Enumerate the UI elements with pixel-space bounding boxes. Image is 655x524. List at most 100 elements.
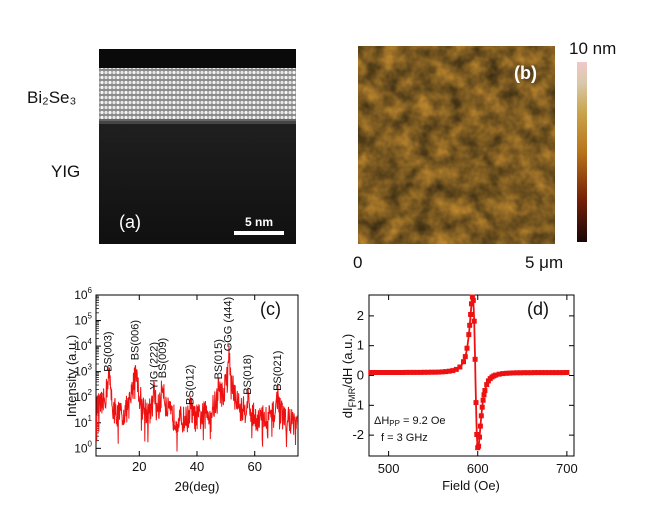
fmr-data-point (557, 370, 563, 376)
fmr-data-point (514, 370, 520, 376)
panel-a: Bi₂Se₃ YIG (a) 5 nm (27, 49, 296, 244)
fmr-axes: 500 600 700 -2 -1 0 1 2 (352, 295, 578, 476)
xrd-ytick-label: 101 (74, 414, 92, 430)
fmr-data-point (482, 388, 488, 393)
xrd-xlabel: 2θ(deg) (175, 479, 220, 494)
fmr-ytick-label: 0 (357, 368, 364, 383)
xrd-xtick-label: 60 (247, 459, 261, 474)
fmr-data-point (472, 356, 478, 362)
fmr-data-point (464, 345, 470, 351)
fmr-data-point (414, 369, 420, 375)
xrd-xtick-label: 40 (190, 459, 204, 474)
xrd-peak-label: BS(009) (157, 338, 169, 378)
xrd-peak-label: BS(012) (185, 365, 197, 405)
fmr-data-point (461, 359, 466, 365)
xrd-ytick-label: 100 (74, 439, 92, 455)
fmr-data-point (428, 369, 434, 375)
fmr-data-point (474, 432, 480, 437)
fmr-data-point (496, 371, 502, 377)
fmr-data-point (546, 370, 552, 376)
panel-c-label: (c) (260, 299, 281, 319)
colorbar-max-label: 10 nm (569, 39, 616, 58)
fmr-data-point (466, 332, 472, 338)
fmr-data-point (471, 318, 477, 324)
xrd-peak-label: BS(018) (242, 354, 254, 394)
scale-bar-label: 5 nm (245, 215, 273, 229)
afm-axis-max: 5 μm (525, 253, 563, 272)
fmr-data-point (521, 370, 527, 376)
fmr-data-point (382, 370, 388, 375)
fmr-xtick-label: 600 (467, 461, 489, 476)
panel-a-label: (a) (119, 212, 141, 232)
fmr-data-point (510, 370, 516, 376)
fmr-data-point (375, 370, 381, 375)
fmr-data-point (479, 404, 485, 410)
fmr-data-point (550, 370, 556, 376)
fmr-data-point (393, 370, 399, 375)
scale-bar (234, 231, 284, 235)
fmr-data-point (564, 370, 570, 375)
fmr-chart: 500 600 700 -2 -1 0 1 2 (d) Field (Oe) dIFMR/dH… (340, 294, 578, 493)
fmr-data-point (469, 294, 475, 300)
fmr-data-point (469, 301, 474, 307)
fmr-annotation-frequency: f = 3 GHz (381, 432, 428, 444)
bi2se3-lattice (99, 68, 296, 121)
fmr-data-point (477, 423, 483, 429)
panel-d-label: (d) (527, 299, 549, 319)
xrd-ytick-label: 105 (74, 312, 92, 328)
fmr-data-point (476, 443, 482, 449)
xrd-ytick-label: 102 (74, 388, 92, 404)
panel-b: (b) 10 nm 0 5 μm (353, 39, 616, 272)
fmr-data-point (481, 392, 487, 398)
fmr-data-point (450, 368, 456, 374)
fmr-data-point (468, 312, 474, 317)
afm-texture-dark (358, 46, 555, 244)
fmr-data-point (484, 382, 490, 388)
fmr-data-point (493, 372, 499, 378)
xrd-xtick-label: 20 (132, 459, 146, 474)
fmr-ytick-label: 2 (357, 308, 364, 323)
fmr-data-point (425, 369, 431, 375)
tem-top-capping (99, 49, 296, 68)
fmr-ytick-label: -1 (352, 397, 364, 412)
fmr-data-point (379, 370, 384, 375)
fmr-data-point (371, 370, 377, 375)
xrd-peak-label: BS(015) (213, 339, 225, 379)
fmr-data-point (436, 369, 441, 375)
fmr-data-point (421, 369, 427, 375)
colorbar (577, 62, 587, 242)
fmr-xtick-label: 500 (378, 461, 400, 476)
fmr-data-point (418, 369, 424, 375)
panel-b-label: (b) (514, 63, 537, 83)
fmr-data-point (453, 366, 459, 372)
fmr-data-point (446, 368, 452, 374)
fmr-annotation-linewidth: ΔHPP = 9.2 Oe (374, 415, 446, 428)
fmr-data-point (518, 370, 523, 376)
fmr-data-point (400, 370, 406, 375)
xrd-ylabel: Intensity (a.u.) (64, 335, 79, 417)
fmr-data-point (462, 354, 468, 360)
fmr-data-point (543, 370, 548, 376)
fmr-data-point (532, 370, 538, 376)
fmr-points (368, 294, 570, 451)
xrd-axes: 20 40 60 100 101 102 103 104 105 106 (74, 286, 262, 474)
xrd-curve (96, 345, 298, 452)
fmr-data-point (443, 369, 449, 375)
xrd-peak-label: GGG (444) (223, 297, 235, 351)
interface-line (99, 119, 296, 124)
fmr-data-point (396, 370, 402, 375)
fmr-data-point (553, 370, 559, 376)
xrd-peak-label: BS(006) (130, 320, 142, 360)
xrd-peak-label: YIG (222) (148, 342, 160, 390)
xrd-ytick-label: 103 (74, 363, 92, 379)
fmr-data-point (528, 370, 534, 376)
fmr-data-point (432, 369, 438, 375)
fmr-ytick-label: -2 (352, 427, 364, 442)
fmr-data-point (535, 370, 541, 376)
fmr-data-point (525, 370, 531, 376)
fmr-ylabel: dIFMR/dH (a.u.) (340, 334, 357, 419)
fmr-xlabel: Field (Oe) (442, 478, 500, 493)
